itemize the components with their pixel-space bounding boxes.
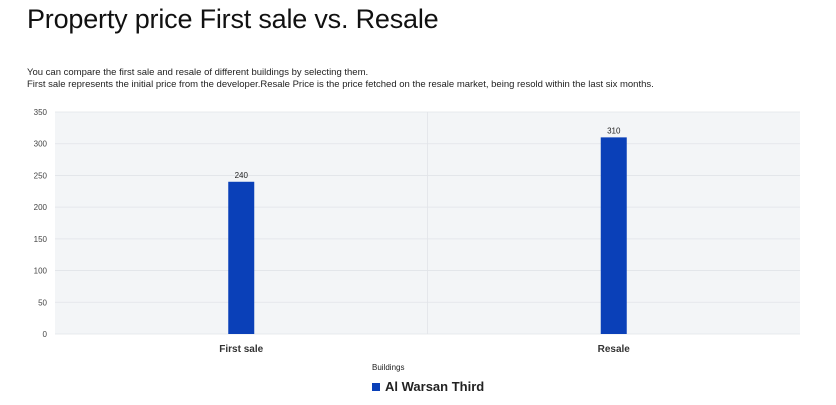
y-tick-label: 150 — [34, 235, 48, 244]
y-tick-label: 200 — [34, 203, 48, 212]
legend-label: Al Warsan Third — [385, 379, 485, 394]
bar-resale — [600, 137, 627, 334]
description-line-2: First sale represents the initial price … — [27, 79, 654, 90]
y-tick-label: 350 — [34, 108, 48, 117]
y-axis-ticks: 0 50 100 150 200 250 300 350 — [34, 108, 48, 339]
legend-swatch — [372, 382, 380, 391]
description-line-1: You can compare the first sale and resal… — [27, 67, 369, 78]
y-tick-label: 250 — [34, 171, 48, 180]
bars: 240 310 — [228, 126, 627, 334]
page-title: Property price First sale vs. Resale — [27, 4, 439, 34]
y-tick-label: 100 — [34, 267, 48, 276]
y-tick-label: 0 — [43, 330, 48, 339]
gridlines — [55, 111, 800, 335]
data-label: 240 — [235, 171, 249, 180]
chart-description: You can compare the first sale and resal… — [27, 67, 654, 91]
data-label: 310 — [607, 126, 621, 135]
bar-first-sale — [228, 181, 255, 334]
y-tick-label: 300 — [34, 140, 48, 149]
bar-chart: 0 50 100 150 200 250 300 350 240 310 First sale R… — [34, 108, 800, 355]
x-axis-labels: First sale Resale — [219, 344, 630, 355]
y-tick-label: 50 — [38, 298, 47, 307]
x-tick-label: First sale — [219, 344, 263, 355]
legend-title: Buildings — [372, 363, 405, 372]
x-tick-label: Resale — [598, 344, 631, 355]
legend-item-al-warsan-third[interactable]: Al Warsan Third — [372, 379, 484, 394]
